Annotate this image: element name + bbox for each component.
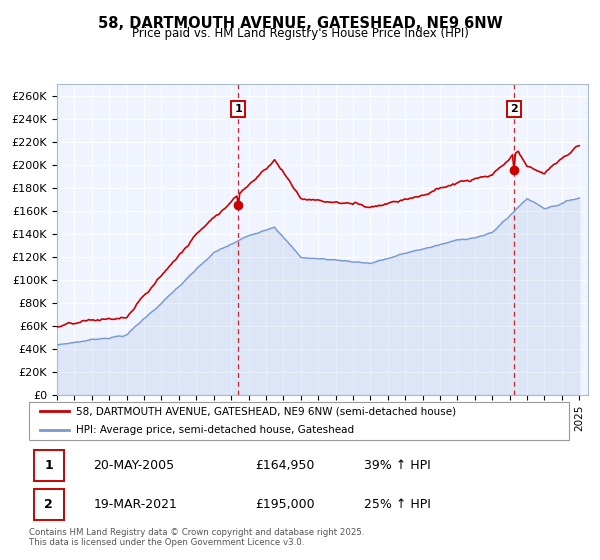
Text: 2: 2: [44, 498, 53, 511]
Text: 1: 1: [44, 459, 53, 472]
Text: £195,000: £195,000: [256, 498, 315, 511]
Text: 39% ↑ HPI: 39% ↑ HPI: [364, 459, 430, 472]
Text: 2: 2: [510, 104, 518, 114]
Text: Price paid vs. HM Land Registry's House Price Index (HPI): Price paid vs. HM Land Registry's House …: [131, 27, 469, 40]
Text: 1: 1: [235, 104, 242, 114]
Text: HPI: Average price, semi-detached house, Gateshead: HPI: Average price, semi-detached house,…: [76, 424, 355, 435]
Text: 58, DARTMOUTH AVENUE, GATESHEAD, NE9 6NW (semi-detached house): 58, DARTMOUTH AVENUE, GATESHEAD, NE9 6NW…: [76, 407, 457, 417]
FancyBboxPatch shape: [29, 402, 569, 440]
FancyBboxPatch shape: [34, 450, 64, 481]
Text: Contains HM Land Registry data © Crown copyright and database right 2025.
This d: Contains HM Land Registry data © Crown c…: [29, 528, 364, 547]
FancyBboxPatch shape: [34, 489, 64, 520]
Text: 20-MAY-2005: 20-MAY-2005: [94, 459, 175, 472]
Text: £164,950: £164,950: [256, 459, 315, 472]
Text: 58, DARTMOUTH AVENUE, GATESHEAD, NE9 6NW: 58, DARTMOUTH AVENUE, GATESHEAD, NE9 6NW: [98, 16, 502, 31]
Text: 19-MAR-2021: 19-MAR-2021: [94, 498, 178, 511]
Text: 25% ↑ HPI: 25% ↑ HPI: [364, 498, 430, 511]
